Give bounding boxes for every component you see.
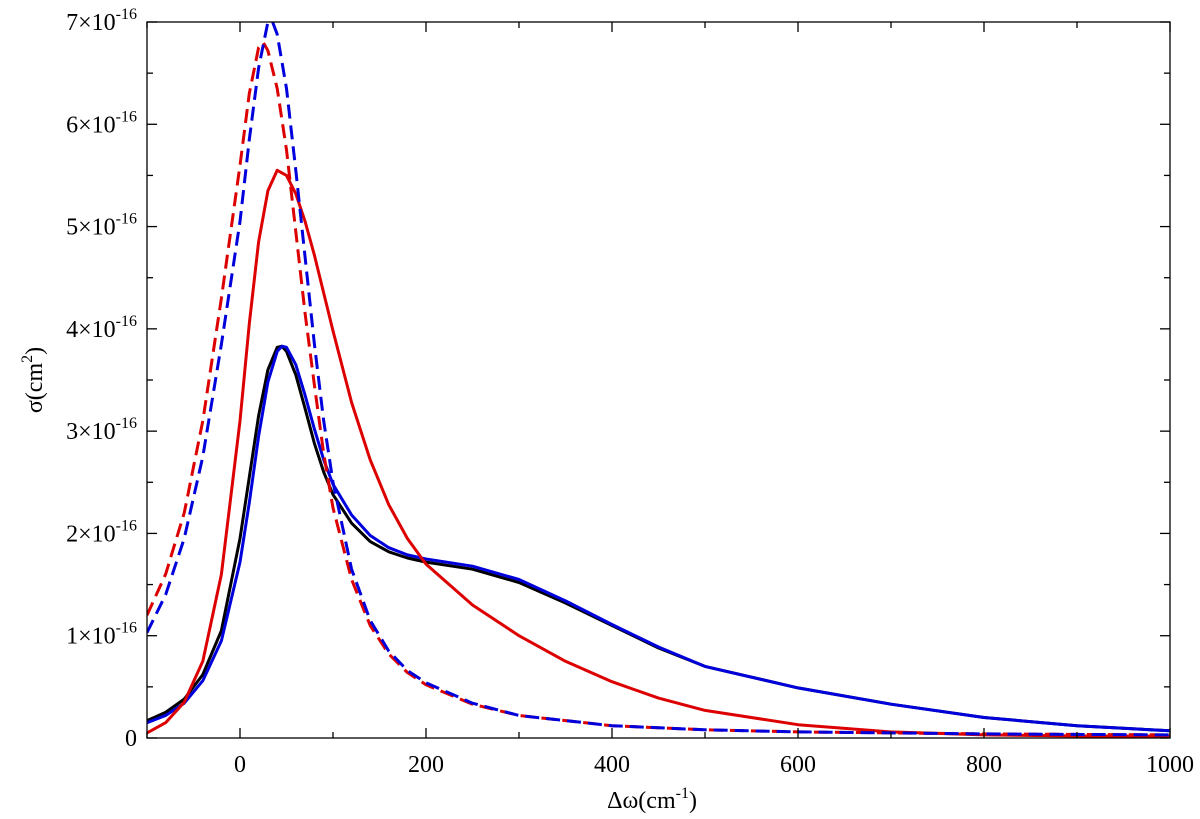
- y-tick-label: 7×10-16: [66, 6, 137, 36]
- y-tick-exponent: -16: [116, 415, 137, 432]
- series-line-blue-dashed: [147, 22, 1170, 737]
- y-tick-base: ×10: [78, 112, 116, 138]
- y-tick-mantissa: 1: [66, 624, 78, 650]
- series-line-blue-solid: [147, 344, 1170, 733]
- y-tick-mantissa: 3: [66, 419, 78, 445]
- y-tick-exponent: -16: [116, 313, 137, 330]
- y-tick-mantissa: 7: [66, 10, 78, 36]
- y-tick-exponent: -16: [116, 108, 137, 125]
- y-tick-base: ×10: [78, 317, 116, 343]
- y-tick-label: 0: [125, 726, 137, 752]
- x-tick-label: 0: [234, 752, 246, 778]
- y-tick-mantissa: 6: [66, 112, 78, 138]
- y-tick-label: 1×10-16: [66, 620, 137, 650]
- y-tick-exponent: -16: [116, 620, 137, 637]
- y-tick-base: ×10: [78, 10, 116, 36]
- y-tick-base: ×10: [78, 215, 116, 241]
- y-axis-title: σ(cm2): [19, 347, 48, 413]
- y-tick-base: ×10: [78, 624, 116, 650]
- y-axis-title-close: ): [22, 347, 48, 355]
- y-tick-label: 2×10-16: [66, 517, 137, 547]
- series-line-black-solid: [147, 344, 1170, 733]
- y-tick-label: 6×10-16: [66, 108, 137, 138]
- x-tick-label: 1000: [1146, 752, 1194, 778]
- x-axis-title-sup: -1: [676, 785, 689, 802]
- y-tick-base: ×10: [78, 419, 116, 445]
- y-tick-exponent: -16: [116, 6, 137, 23]
- series-line-red-solid: [147, 168, 1170, 738]
- y-tick-base: ×10: [78, 521, 116, 547]
- y-axis-title-sup: 2: [19, 355, 36, 363]
- x-tick-label: 200: [408, 752, 444, 778]
- x-axis-title-base: Δω(cm: [607, 788, 676, 814]
- tick-layer: [146, 21, 1171, 739]
- x-tick-label: 600: [780, 752, 816, 778]
- y-tick-labels: 01×10-162×10-163×10-164×10-165×10-166×10…: [66, 6, 137, 752]
- series-layer: [147, 22, 1170, 738]
- y-tick-label: 3×10-16: [66, 415, 137, 445]
- x-tick-label: 400: [594, 752, 630, 778]
- y-tick-mantissa: 4: [66, 317, 78, 343]
- y-tick-mantissa: 5: [66, 215, 78, 241]
- y-tick-label: 5×10-16: [66, 211, 137, 241]
- x-tick-labels: 0 200 400 600 800 1000: [234, 752, 1194, 778]
- y-tick-exponent: -16: [116, 517, 137, 534]
- x-axis-title-close: ): [689, 788, 697, 814]
- y-axis-title-base: σ(cm: [22, 363, 48, 414]
- y-tick-label: 4×10-16: [66, 313, 137, 343]
- y-tick-exponent: -16: [116, 211, 137, 228]
- x-tick-label: 800: [966, 752, 1002, 778]
- x-axis-title: Δω(cm-1): [607, 785, 697, 814]
- y-tick-mantissa: 2: [66, 521, 78, 547]
